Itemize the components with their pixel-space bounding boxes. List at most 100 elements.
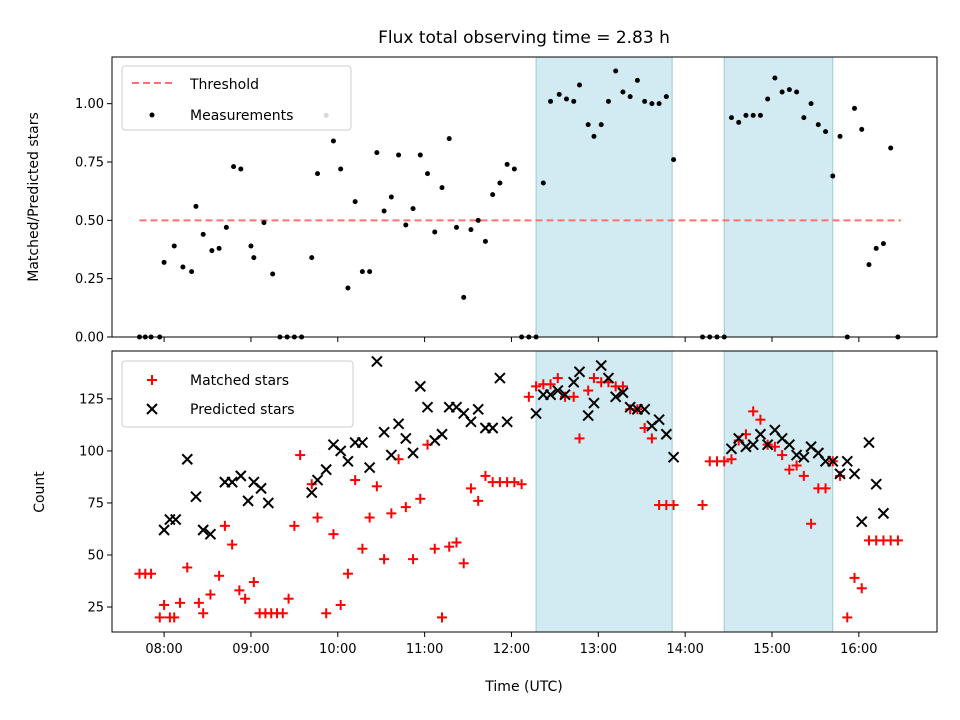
- matched-stars-point: [335, 599, 346, 610]
- predicted-stars-point: [378, 426, 390, 438]
- predicted-stars-point: [638, 403, 651, 415]
- predicted-stars-point: [559, 389, 571, 401]
- measurement-point: [634, 77, 640, 83]
- predicted-stars-point: [421, 401, 434, 413]
- bottom-legend-matched-swatch: [147, 375, 157, 385]
- predicted-stars-point: [472, 403, 484, 415]
- measurement-point: [873, 245, 879, 251]
- bottom-x-tick-label: 13:00: [580, 642, 617, 657]
- matched-stars-point: [769, 441, 780, 452]
- matched-stars-point: [205, 589, 216, 600]
- predicted-stars-point: [747, 438, 759, 451]
- bottom-y-tick-label: 25: [87, 601, 104, 616]
- predicted-stars-point: [363, 461, 376, 474]
- bottom-y-tick-label: 75: [87, 496, 104, 511]
- predicted-stars-point: [158, 524, 170, 536]
- predicted-stars-point: [181, 453, 193, 465]
- predicted-stars-point: [552, 384, 564, 397]
- matched-stars-point: [408, 554, 419, 565]
- top-shaded-interval: [535, 56, 673, 338]
- matched-stars-point: [668, 500, 679, 511]
- measurement-point: [605, 98, 611, 104]
- measurement-point: [410, 206, 416, 212]
- predicted-stars-point: [754, 428, 767, 440]
- predicted-stars-point: [725, 443, 738, 455]
- matched-stars-point: [552, 373, 563, 384]
- predicted-stars-point: [334, 445, 347, 457]
- measurement-point: [223, 224, 229, 230]
- measurement-point: [468, 227, 474, 233]
- measurement-point: [577, 82, 582, 88]
- measurement-point: [251, 255, 257, 261]
- predicted-stars-point: [653, 413, 665, 426]
- measurement-point: [556, 91, 562, 97]
- matched-stars-point: [588, 373, 599, 384]
- top-measurements-series: [137, 68, 901, 340]
- matched-stars-point: [357, 543, 368, 554]
- matched-stars-point: [306, 479, 317, 490]
- matched-stars-point: [400, 502, 411, 513]
- matched-stars-point: [386, 508, 397, 519]
- predicted-stars-point: [414, 380, 426, 393]
- measurement-point: [446, 136, 452, 142]
- matched-stars-point: [146, 568, 157, 579]
- bottom-legend: Matched stars Predicted stars: [121, 360, 354, 428]
- predicted-stars-point: [617, 386, 629, 399]
- measurement-point: [801, 115, 807, 121]
- measurement-point: [171, 243, 177, 249]
- bottom-x-tick-label: 08:00: [145, 642, 182, 657]
- predicted-stars-point: [609, 391, 622, 403]
- measurement-point: [345, 285, 351, 291]
- measurement-point: [627, 94, 633, 100]
- bottom-x-tick-label: 10:00: [319, 642, 356, 657]
- top-y-axis: 0.00 0.25 0.50 0.75 1.00: [75, 97, 112, 346]
- matched-stars-point: [835, 470, 846, 481]
- measurement-point: [161, 259, 167, 265]
- measurement-point: [193, 203, 199, 209]
- matched-stars-point: [523, 391, 534, 402]
- bottom-legend-predicted-label: Predicted stars: [190, 402, 295, 418]
- bottom-x-tick-label: 09:00: [232, 642, 269, 657]
- measurement-point: [482, 238, 488, 244]
- predicted-stars-point: [320, 463, 332, 476]
- measurement-point: [794, 89, 800, 95]
- bottom-legend-matched-label: Matched stars: [190, 373, 289, 389]
- measurement-point: [403, 222, 409, 228]
- predicted-stars-point: [501, 416, 513, 428]
- measurement-point: [613, 68, 619, 74]
- matched-stars-point: [289, 520, 300, 531]
- measurement-point: [439, 185, 445, 191]
- matched-stars-point: [806, 518, 817, 529]
- measurement-point: [563, 96, 569, 102]
- matched-stars-point: [350, 475, 361, 486]
- measurement-point: [309, 255, 315, 261]
- matched-stars-point: [849, 572, 860, 583]
- matched-stars-point: [568, 391, 579, 402]
- predicted-stars-point: [783, 438, 796, 451]
- matched-stars-point: [531, 381, 542, 392]
- predicted-stars-point: [588, 397, 600, 409]
- measurement-point: [671, 157, 677, 163]
- top-panel: 0.00 0.25 0.50 0.75 1.00 Matched/Predicted s…: [26, 56, 938, 346]
- predicted-stars-point: [407, 447, 419, 459]
- matched-stars-point: [748, 406, 759, 417]
- predicted-stars-point: [494, 372, 506, 384]
- measurement-point: [338, 166, 344, 172]
- predicted-stars-point: [568, 376, 580, 388]
- measurement-point: [656, 101, 662, 107]
- matched-stars-point: [312, 512, 323, 523]
- predicted-stars-point: [834, 468, 846, 480]
- predicted-stars-point: [204, 528, 217, 540]
- predicted-stars-point: [841, 455, 853, 468]
- measurement-point: [808, 101, 814, 107]
- matched-stars-point: [364, 512, 375, 523]
- predicted-stars-point: [544, 389, 557, 401]
- bottom-shaded-interval: [723, 350, 834, 633]
- top-y-tick-label: 0.50: [75, 214, 104, 229]
- bottom-predicted-series: [158, 355, 890, 540]
- measurement-point: [270, 271, 276, 277]
- matched-stars-point: [820, 483, 831, 494]
- top-y-axis-label: Matched/Predicted stars: [26, 112, 42, 282]
- predicted-stars-point: [226, 476, 238, 488]
- matched-stars-point: [175, 597, 186, 608]
